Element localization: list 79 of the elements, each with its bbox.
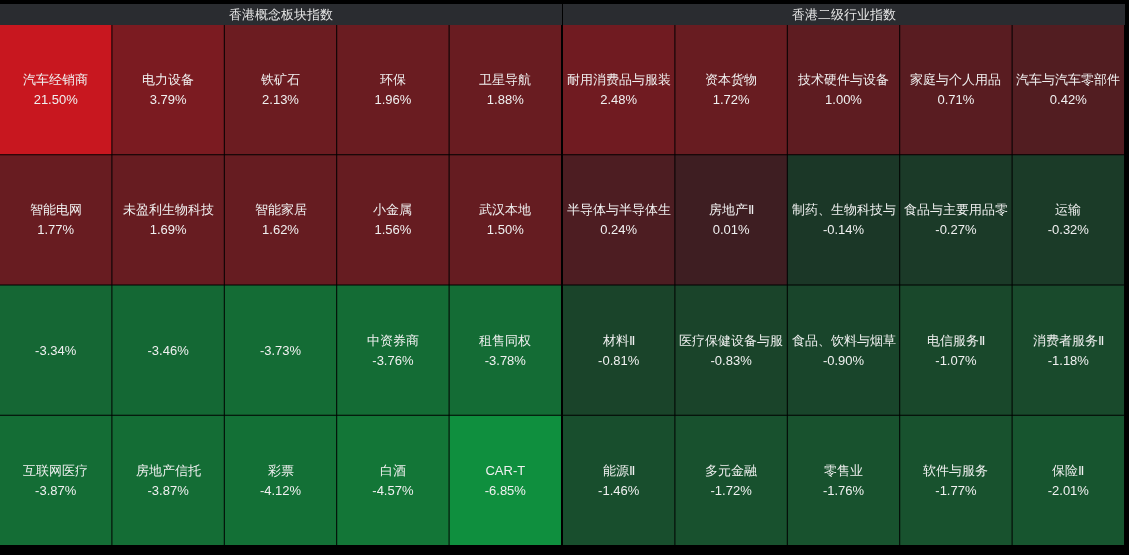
category-label: 材料Ⅱ [601,332,635,348]
data-label: -4.57% [372,482,414,498]
category-label: 汽车与汽车零部件 [1016,72,1121,88]
category-label: 未盈利生物科技 [122,202,214,218]
data-label: 1.72% [712,92,750,108]
category-label: 食品、饮料与烟草 [791,332,896,348]
category-label: 环保 [379,72,406,88]
category-label: 多元金融 [705,462,758,478]
data-label: 1.62% [262,222,300,238]
category-label: 半导体与半导体生 [566,202,671,218]
data-label: 1.77% [37,222,75,238]
data-label: -1.46% [598,482,640,498]
data-label: 1.96% [374,92,412,108]
data-label: 1.56% [374,222,412,238]
data-label: 0.24% [600,222,638,238]
text: 香港二级行业指数 [792,7,896,22]
data-label: -1.72% [710,482,753,498]
category-label: 房地产Ⅱ [708,202,754,218]
data-label: -1.07% [935,352,977,368]
data-label: -0.83% [710,352,753,368]
category-label: 中资券商 [366,332,419,348]
category-label: 汽车经销商 [23,72,89,88]
category-label: 食品与主要用品零 [903,202,1008,218]
data-label: 1.50% [486,222,525,238]
data-label: -1.76% [822,482,865,498]
data-label: 3.79% [149,92,187,108]
data-label: -4.12% [259,482,302,498]
data-label: -3.34% [35,342,77,358]
category-label: 医疗保健设备与服 [679,332,784,348]
data-label: -1.77% [935,482,977,498]
category-label: 租售同权 [479,332,532,348]
data-label: -0.90% [822,352,865,368]
category-label: 技术硬件与设备 [797,72,889,88]
data-label: 1.88% [486,92,525,108]
category-label: 保险Ⅱ [1052,462,1085,478]
category-label: 资本货物 [705,72,758,88]
data-label: -3.87% [147,482,190,498]
data-label: 2.13% [262,92,300,108]
data-label: -1.18% [1047,352,1090,368]
category-label: 运输 [1055,202,1082,218]
category-label: 软件与服务 [923,462,989,478]
data-label: 0.42% [1049,92,1088,108]
category-label: 家庭与个人用品 [910,72,1002,88]
data-label: 1.69% [149,222,187,238]
data-label: -2.01% [1047,482,1090,498]
category-label: 智能家居 [254,202,307,218]
category-label: 制药、生物科技与 [791,202,896,218]
data-label: 1.00% [825,92,863,108]
category-label: 互联网医疗 [23,462,89,478]
data-label: 21.50% [33,92,79,108]
category-label: 消费者服务Ⅱ [1032,332,1104,348]
category-label: 小金属 [373,202,413,218]
category-label: CAR-T [485,462,526,478]
data-label: 2.48% [600,92,638,108]
category-label: 零售业 [824,462,863,478]
data-label: -3.73% [259,342,302,358]
data-label: -0.81% [598,352,640,368]
category-label: 电信服务Ⅱ [926,332,985,348]
category-label: 智能电网 [29,202,82,218]
category-label: 卫星导航 [479,72,532,88]
data-label: -0.14% [822,222,865,238]
category-label: 白酒 [379,462,406,478]
data-label: -6.85% [484,482,527,498]
category-label: 武汉本地 [479,202,532,218]
data-label: -3.76% [372,352,414,368]
data-label: 0.71% [937,92,975,108]
category-label: 耐用消费品与服装 [566,72,671,88]
category-label: 彩票 [267,462,294,478]
data-label: -0.32% [1047,222,1090,238]
category-label: 房地产信托 [135,462,201,478]
category-label: 铁矿石 [260,72,300,88]
data-label: 0.01% [712,222,750,238]
category-label: 电力设备 [142,72,195,88]
data-label: -3.87% [35,482,77,498]
text: 香港概念板块指数 [229,7,333,22]
data-label: -3.46% [147,342,190,358]
category-label: 能源Ⅱ [602,462,635,478]
data-label: -0.27% [935,222,977,238]
data-label: -3.78% [484,352,527,368]
